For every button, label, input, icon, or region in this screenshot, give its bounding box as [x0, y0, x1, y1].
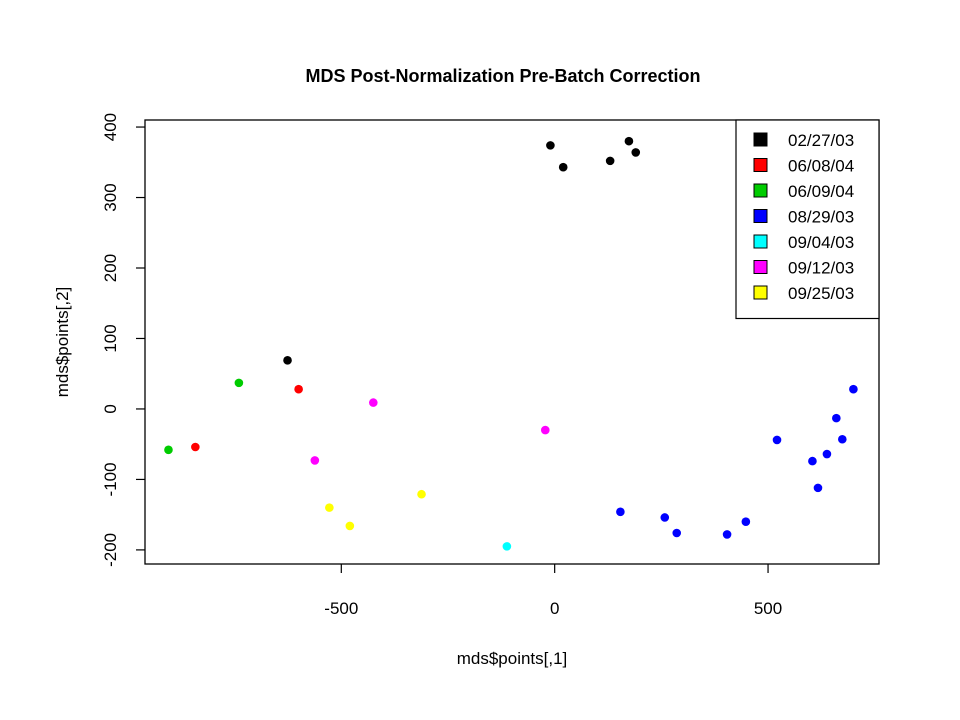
data-point [672, 528, 682, 538]
data-point [502, 542, 512, 551]
data-point [283, 356, 292, 365]
legend-label: 06/09/04 [788, 182, 854, 201]
data-point [605, 156, 615, 166]
y-tick-label: 100 [101, 324, 120, 352]
data-point [631, 148, 641, 157]
y-tick-label: 0 [101, 404, 120, 413]
x-tick-label: 500 [754, 599, 782, 618]
legend-swatch [753, 183, 768, 198]
y-tick-label: -200 [101, 533, 120, 567]
data-point [616, 507, 625, 517]
data-point [294, 384, 303, 394]
legend: 02/27/03 06/08/04 06/09/04 08/29/03 09/04/03… [735, 119, 880, 320]
data-points [164, 136, 858, 551]
data-point [540, 425, 550, 435]
legend-label: 09/25/03 [788, 284, 854, 303]
x-tick-label: -500 [324, 599, 358, 618]
data-point [838, 434, 847, 444]
data-point [546, 141, 555, 150]
y-tick-label: -100 [101, 462, 120, 496]
x-tick-label: 0 [550, 599, 559, 618]
x-axis: -500 0 500 [324, 564, 782, 618]
y-axis-label: mds$points[,2] [53, 287, 72, 398]
data-point [558, 162, 568, 172]
data-point [772, 435, 782, 445]
chart-title: MDS Post-Normalization Pre-Batch Correct… [305, 66, 700, 86]
legend-swatch [753, 209, 768, 223]
y-tick-label: 200 [101, 254, 120, 282]
x-axis-label: mds$points[,1] [457, 649, 568, 668]
y-tick-label: 300 [101, 183, 120, 211]
legend-label: 09/12/03 [788, 259, 854, 278]
plot-frame [144, 119, 880, 565]
legend-swatch [753, 234, 768, 249]
data-point [741, 517, 751, 527]
data-point [660, 513, 670, 522]
data-point [417, 489, 426, 499]
data-point [808, 456, 817, 466]
legend-label: 06/08/04 [788, 157, 854, 176]
data-point [369, 398, 378, 407]
data-point [310, 456, 320, 465]
data-point [849, 384, 858, 394]
data-point [832, 413, 841, 423]
y-axis: -200 -100 0 100 200 300 400 [101, 113, 145, 567]
data-point [191, 442, 200, 452]
data-point [325, 503, 334, 512]
legend-swatch [753, 260, 768, 274]
data-point [164, 445, 173, 455]
data-point [624, 136, 634, 146]
legend-swatch [753, 158, 768, 172]
data-point [345, 521, 355, 531]
legend-swatch [753, 285, 768, 300]
legend-swatch [753, 132, 768, 147]
legend-label: 09/04/03 [788, 233, 854, 252]
y-tick-label: 400 [101, 113, 120, 141]
data-point [722, 530, 732, 539]
legend-label: 02/27/03 [788, 131, 854, 150]
data-point [822, 449, 832, 459]
data-point [234, 378, 244, 388]
data-point [813, 483, 823, 493]
legend-label: 08/29/03 [788, 208, 854, 227]
